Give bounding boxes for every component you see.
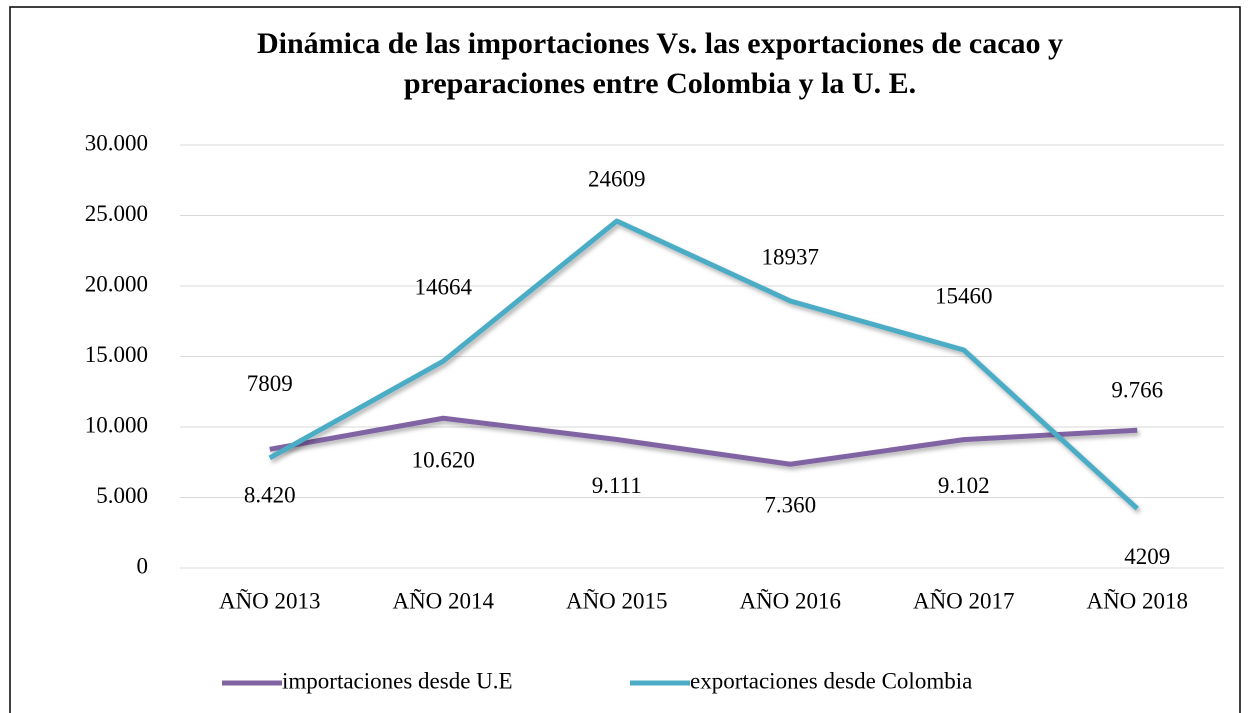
data-label: 9.111 bbox=[592, 473, 642, 498]
data-label: 24609 bbox=[588, 166, 646, 191]
y-tick-label: 30.000 bbox=[85, 130, 148, 155]
series-line bbox=[269, 415, 1138, 467]
data-label: 15460 bbox=[935, 283, 993, 308]
data-label: 7809 bbox=[247, 371, 293, 396]
data-label: 4209 bbox=[1124, 544, 1170, 569]
data-label: 10.620 bbox=[412, 448, 475, 473]
data-label: 9.102 bbox=[938, 473, 990, 498]
data-label: 14664 bbox=[415, 275, 473, 300]
x-tick-label: AÑO 2015 bbox=[566, 588, 668, 613]
y-tick-label: 25.000 bbox=[85, 201, 148, 226]
chart-title: preparaciones entre Colombia y la U. E. bbox=[404, 67, 916, 100]
y-tick-label: 10.000 bbox=[85, 412, 148, 437]
y-tick-label: 5.000 bbox=[96, 483, 148, 508]
chart-title: Dinámica de las importaciones Vs. las ex… bbox=[257, 27, 1063, 60]
series-line bbox=[268, 218, 1139, 511]
x-tick-label: AÑO 2014 bbox=[392, 588, 494, 613]
data-label: 7.360 bbox=[764, 493, 816, 518]
x-tick-label: AÑO 2018 bbox=[1086, 588, 1188, 613]
x-tick-label: AÑO 2013 bbox=[219, 588, 321, 613]
legend-label: exportaciones desde Colombia bbox=[690, 668, 972, 693]
y-tick-label: 0 bbox=[137, 553, 149, 578]
legend-label: importaciones desde U.E bbox=[282, 668, 513, 693]
data-label: 9.766 bbox=[1111, 378, 1163, 403]
chart-border bbox=[9, 6, 1241, 713]
y-tick-label: 15.000 bbox=[85, 342, 148, 367]
y-tick-label: 20.000 bbox=[85, 271, 148, 296]
data-label: 8.420 bbox=[244, 483, 296, 508]
data-label: 18937 bbox=[762, 244, 820, 269]
x-tick-label: AÑO 2017 bbox=[913, 588, 1015, 613]
x-tick-label: AÑO 2016 bbox=[739, 588, 841, 613]
